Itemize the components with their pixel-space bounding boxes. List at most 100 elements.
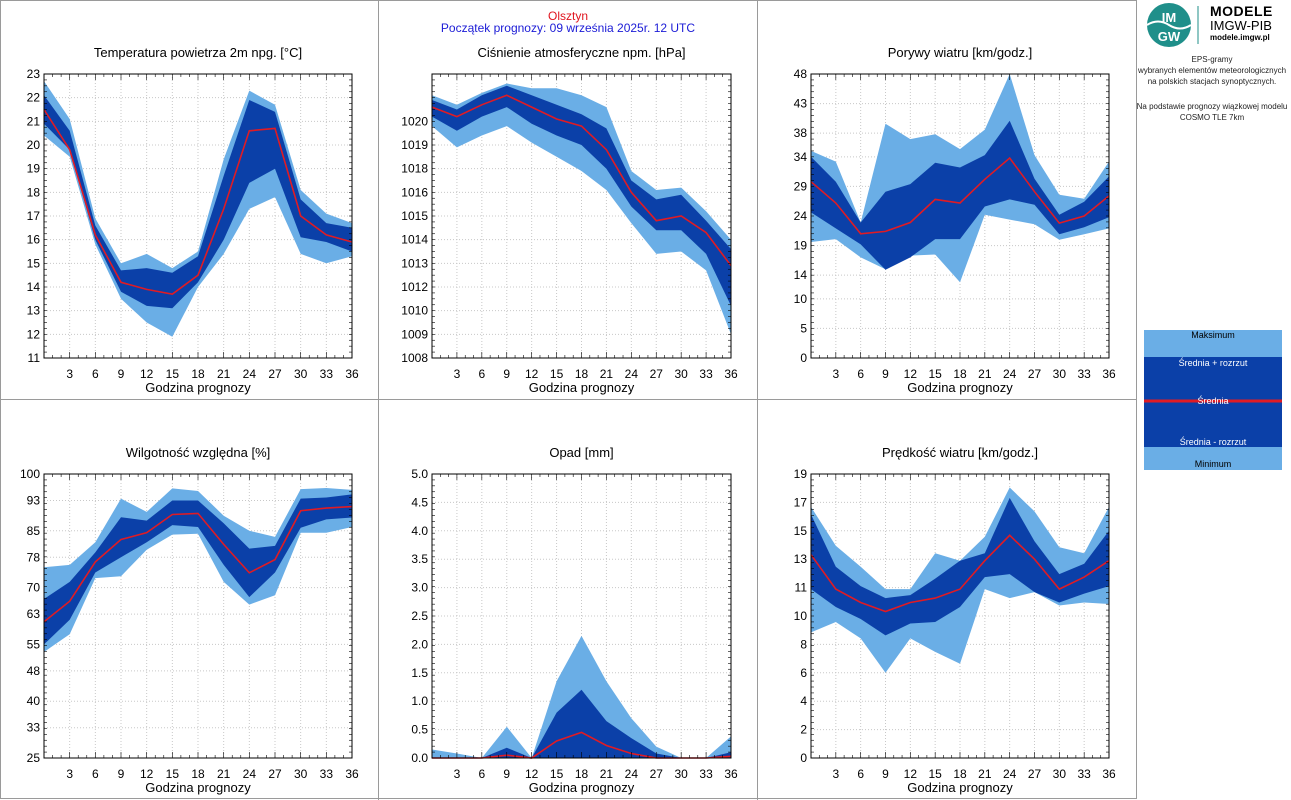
x-tick-label: 18 xyxy=(575,767,589,781)
x-tick-label: 21 xyxy=(978,367,992,381)
imgw-logo: IM GW xyxy=(1146,3,1199,47)
x-tick-label: 27 xyxy=(650,367,664,381)
y-tick-label: 78 xyxy=(27,550,41,564)
x-tick-label: 27 xyxy=(1028,767,1042,781)
series-mean-line xyxy=(431,94,732,267)
y-tick-label: 10 xyxy=(794,292,808,306)
x-tick-label: 15 xyxy=(166,767,180,781)
description-line-4: Na podstawie prognozy wiązkowej modelu xyxy=(1136,102,1288,111)
x-tick-label: 27 xyxy=(268,367,282,381)
y-tick-label: 1016 xyxy=(401,185,428,199)
y-tick-label: 1013 xyxy=(401,256,428,270)
x-tick-label: 21 xyxy=(600,367,614,381)
x-tick-label: 3 xyxy=(832,767,839,781)
x-tick-label: 36 xyxy=(724,767,738,781)
legend-min-swatch xyxy=(1144,447,1282,470)
station-title: Olsztyn xyxy=(547,9,588,23)
y-tick-label: 1020 xyxy=(401,114,428,128)
y-tick-label: 13 xyxy=(27,304,41,318)
y-tick-label: 55 xyxy=(27,637,41,651)
legend-label-min: Minimum xyxy=(1194,459,1232,469)
x-tick-label: 21 xyxy=(978,767,992,781)
x-tick-label: 30 xyxy=(1053,367,1067,381)
logo-mark-top: IM xyxy=(1162,10,1176,25)
y-tick-label: 100 xyxy=(20,467,40,481)
description-line-1: EPS-gramy xyxy=(1191,55,1233,64)
x-tick-label: 36 xyxy=(345,767,359,781)
x-tick-label: 18 xyxy=(575,367,589,381)
y-tick-label: 1018 xyxy=(401,162,428,176)
y-tick-label: 6 xyxy=(800,666,807,680)
x-tick-label: 9 xyxy=(118,367,125,381)
y-tick-label: 5.0 xyxy=(411,467,428,481)
x-tick-label: 30 xyxy=(1053,767,1067,781)
x-tick-label: 6 xyxy=(857,767,864,781)
x-tick-label: 12 xyxy=(525,367,539,381)
series-spread-band xyxy=(432,689,731,758)
chart-title: Prędkość wiatru [km/godz.] xyxy=(882,445,1038,460)
y-tick-label: 20 xyxy=(27,138,41,152)
y-tick-label: 14 xyxy=(27,280,41,294)
y-tick-label: 40 xyxy=(27,694,41,708)
x-tick-label: 36 xyxy=(1102,367,1116,381)
x-axis-label: Godzina prognozy xyxy=(907,780,1013,795)
y-tick-label: 19 xyxy=(794,239,808,253)
x-tick-label: 15 xyxy=(928,767,942,781)
x-tick-label: 36 xyxy=(724,367,738,381)
description-line-5: COSMO TLE 7km xyxy=(1179,113,1245,122)
forecast-start-title: Początek prognozy: 09 września 2025r. 12… xyxy=(440,21,696,35)
y-tick-label: 2.0 xyxy=(411,637,428,651)
x-tick-label: 12 xyxy=(904,767,918,781)
x-tick-label: 24 xyxy=(243,367,257,381)
x-tick-label: 9 xyxy=(118,767,125,781)
x-tick-label: 24 xyxy=(243,767,257,781)
y-tick-label: 19 xyxy=(27,162,41,176)
x-tick-label: 18 xyxy=(953,767,967,781)
y-tick-label: 48 xyxy=(27,664,41,678)
y-tick-label: 1008 xyxy=(401,351,428,365)
chart-title: Opad [mm] xyxy=(549,445,613,460)
y-tick-label: 14 xyxy=(794,268,808,282)
series-spread-band xyxy=(811,120,1109,270)
y-tick-label: 1010 xyxy=(401,304,428,318)
x-tick-label: 21 xyxy=(600,767,614,781)
y-tick-label: 29 xyxy=(794,179,808,193)
chart-title: Wilgotność względna [%] xyxy=(126,445,271,460)
y-tick-label: 0.5 xyxy=(411,723,428,737)
y-tick-label: 38 xyxy=(794,126,808,140)
x-tick-label: 33 xyxy=(320,367,334,381)
x-tick-label: 18 xyxy=(191,767,205,781)
x-tick-label: 24 xyxy=(1003,367,1017,381)
y-tick-label: 4.0 xyxy=(411,524,428,538)
y-tick-label: 8 xyxy=(800,637,807,651)
x-tick-label: 21 xyxy=(217,767,231,781)
x-tick-label: 12 xyxy=(525,767,539,781)
x-tick-label: 12 xyxy=(904,367,918,381)
y-tick-label: 23 xyxy=(27,67,41,81)
x-tick-label: 21 xyxy=(217,367,231,381)
legend xyxy=(1144,330,1282,470)
x-tick-label: 33 xyxy=(1077,367,1091,381)
x-axis-label: Godzina prognozy xyxy=(907,380,1013,395)
y-tick-label: 10 xyxy=(794,609,808,623)
series-spread-band xyxy=(44,494,352,645)
series-spread-band xyxy=(432,85,731,306)
x-tick-label: 12 xyxy=(140,367,154,381)
x-tick-label: 6 xyxy=(92,767,99,781)
x-tick-label: 30 xyxy=(674,367,688,381)
x-tick-label: 18 xyxy=(191,367,205,381)
chart-title: Temperatura powietrza 2m npg. [°C] xyxy=(94,45,302,60)
y-tick-label: 43 xyxy=(794,97,808,111)
x-tick-label: 24 xyxy=(625,367,639,381)
y-tick-label: 17 xyxy=(27,209,41,223)
x-tick-label: 6 xyxy=(478,367,485,381)
y-tick-label: 0 xyxy=(800,751,807,765)
x-tick-label: 33 xyxy=(1077,767,1091,781)
y-tick-label: 11 xyxy=(28,351,41,365)
series-mean-line xyxy=(810,156,1110,235)
logo-text-modele: MODELE xyxy=(1210,3,1273,19)
y-tick-label: 93 xyxy=(27,494,41,508)
y-tick-label: 1015 xyxy=(401,209,428,223)
